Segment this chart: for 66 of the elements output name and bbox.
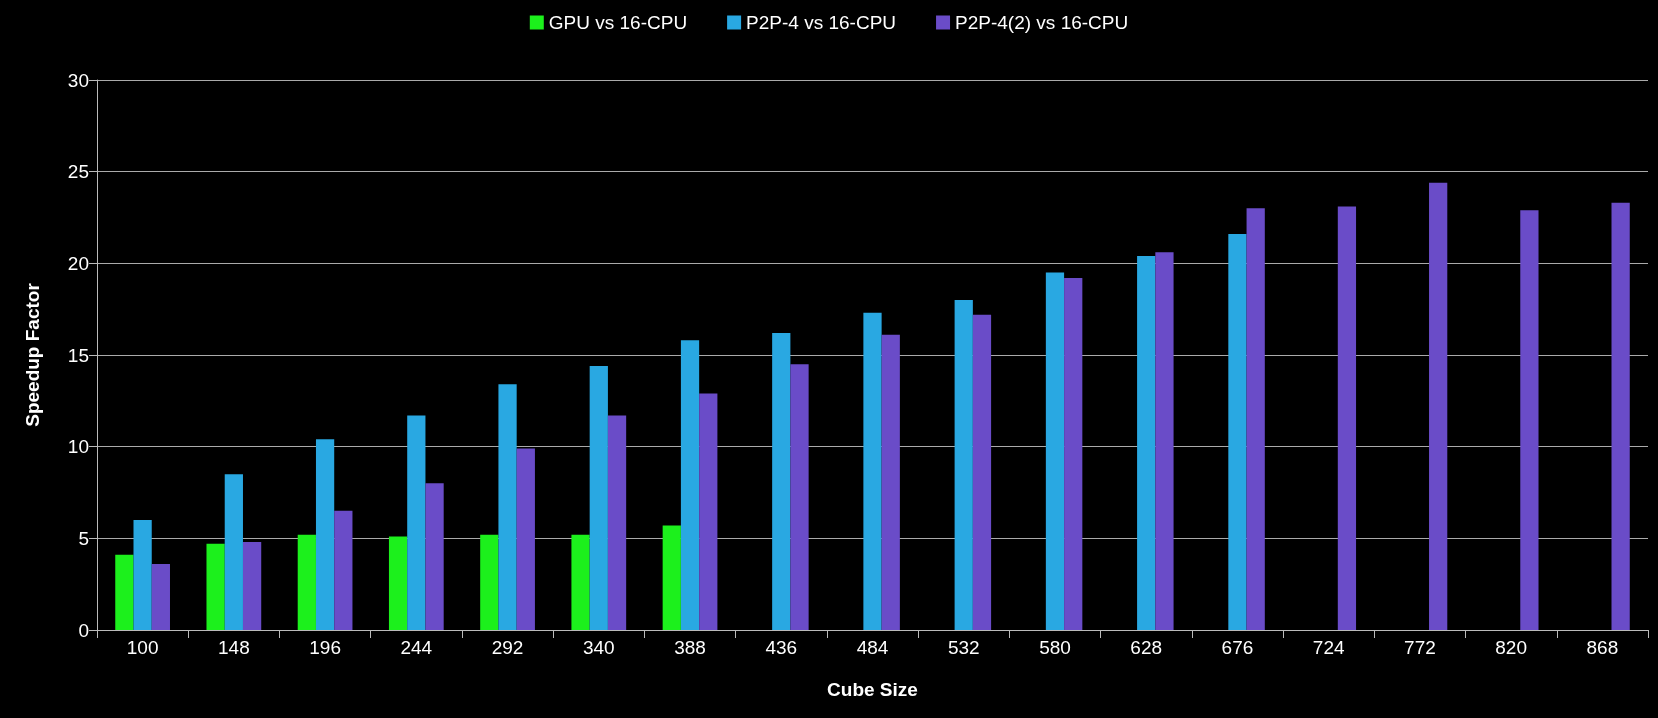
bar [1137, 256, 1156, 630]
x-tick-label: 772 [1404, 637, 1436, 658]
bar [206, 543, 225, 630]
bar [863, 312, 882, 630]
x-tick-label: 724 [1312, 637, 1345, 658]
bar [498, 384, 517, 630]
x-tick-label: 436 [765, 637, 798, 658]
bar [1155, 252, 1174, 630]
x-tick-label: 628 [1130, 637, 1163, 658]
bar [772, 333, 791, 630]
bar [334, 510, 353, 630]
bar [1429, 182, 1448, 630]
bar [589, 366, 608, 630]
y-tick-label: 25 [67, 161, 89, 183]
bar [151, 564, 170, 630]
bar [388, 536, 408, 630]
x-tick-label: 340 [582, 637, 615, 658]
x-tick-label: 292 [491, 637, 524, 658]
bar [1520, 210, 1539, 630]
bar [315, 439, 335, 630]
y-tick-label: 15 [67, 344, 89, 366]
bar [1228, 234, 1247, 630]
bar [516, 448, 535, 630]
y-tick-label: 10 [67, 436, 89, 458]
x-tick-label: 148 [218, 637, 250, 658]
y-tick-label: 5 [78, 527, 89, 549]
x-tick-label: 100 [126, 637, 159, 658]
x-tick-label: 676 [1221, 637, 1254, 658]
y-axis-title: Speedup Factor [22, 282, 43, 427]
bar [571, 534, 590, 630]
y-tick-label: 20 [67, 252, 89, 274]
bar [790, 364, 809, 630]
x-tick-label: 388 [674, 637, 706, 658]
bar [242, 542, 262, 630]
bar [699, 393, 718, 630]
bar [680, 340, 700, 630]
bar [297, 534, 316, 630]
x-tick-label: 532 [947, 637, 980, 658]
x-tick-label: 484 [856, 637, 889, 658]
x-tick-label: 580 [1039, 637, 1071, 658]
bar [607, 415, 627, 630]
bar [425, 483, 444, 630]
legend-label: P2P-4(2) vs 16-CPU [955, 12, 1129, 33]
x-tick-label: 244 [400, 637, 433, 658]
bar [662, 525, 681, 630]
x-tick-label: 868 [1586, 637, 1619, 658]
bar [1337, 206, 1357, 630]
bar [115, 554, 134, 630]
y-tick-label: 0 [78, 619, 89, 641]
bar [1064, 278, 1083, 630]
legend-label: GPU vs 16-CPU [548, 12, 688, 33]
legend-label: P2P-4 vs 16-CPU [746, 12, 897, 33]
bar [1045, 272, 1065, 630]
bar [133, 520, 152, 630]
bar [407, 415, 426, 630]
bar [480, 534, 499, 630]
bar [1246, 208, 1265, 630]
bar [954, 300, 973, 630]
bar [224, 474, 243, 630]
bar [881, 334, 900, 630]
x-axis-title: Cube Size [827, 679, 918, 700]
x-tick-label: 196 [309, 637, 341, 658]
x-tick-label: 820 [1495, 637, 1527, 658]
bar [972, 314, 992, 630]
y-tick-label: 30 [67, 69, 89, 91]
bar [1611, 202, 1630, 630]
